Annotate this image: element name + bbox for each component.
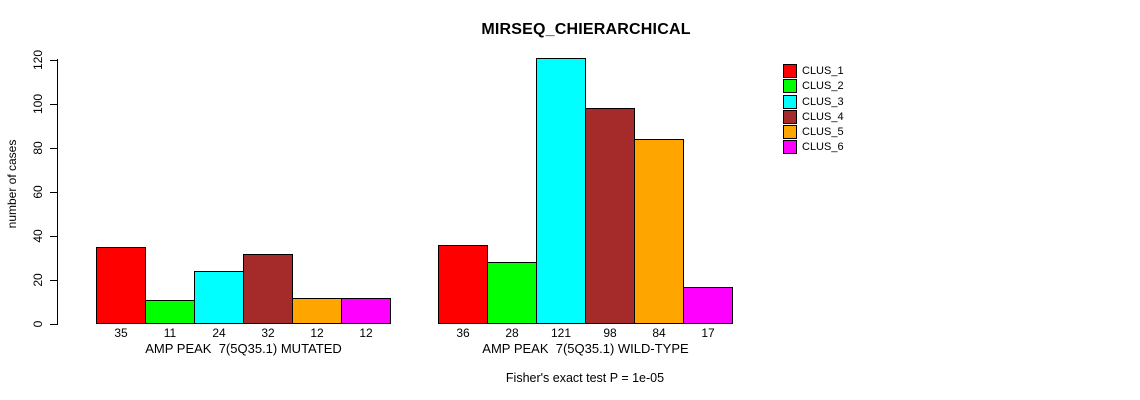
legend: CLUS_1 CLUS_2 CLUS_3 CLUS_4 CLUS_5 CLUS_6: [783, 64, 844, 155]
bar-value-label: 98: [603, 326, 617, 340]
bar-clus_2-group1: [145, 300, 195, 324]
footer-annotation: Fisher's exact test P = 1e-05: [505, 371, 665, 385]
y-tick: [50, 235, 57, 237]
bar-clus_6-group1: [341, 298, 391, 324]
x-category-label: AMP PEAK 7(5Q35.1) MUTATED: [145, 341, 342, 356]
bar-clus_3-group2: [536, 58, 586, 324]
bar-clus_1-group1: [96, 247, 146, 324]
chart-title: MIRSEQ_CHIERARCHICAL: [481, 21, 691, 38]
legend-swatch: [783, 94, 797, 109]
y-tick-label: 120: [31, 49, 45, 71]
y-tick-label: 80: [31, 141, 45, 155]
y-tick-label: 60: [31, 185, 45, 199]
bar-value-label: 24: [212, 326, 226, 340]
bar-clus_2-group2: [487, 262, 537, 324]
legend-item-clus_2: CLUS_2: [783, 79, 844, 94]
bar-value-label: 84: [652, 326, 666, 340]
legend-swatch: [783, 79, 797, 94]
y-tick: [50, 147, 57, 149]
bar-clus_4-group1: [243, 254, 293, 324]
y-tick: [50, 103, 57, 105]
legend-item-clus_3: CLUS_3: [783, 94, 844, 109]
legend-label: CLUS_4: [802, 110, 844, 123]
y-tick-label: 0: [31, 320, 45, 328]
legend-item-clus_1: CLUS_1: [783, 64, 844, 78]
legend-item-clus_6: CLUS_6: [783, 140, 844, 155]
legend-swatch: [783, 109, 797, 124]
legend-label: CLUS_6: [802, 141, 844, 154]
legend-item-clus_5: CLUS_5: [783, 125, 844, 140]
bar-value-label: 35: [114, 326, 128, 340]
bar-value-label: 121: [550, 326, 572, 340]
legend-swatch: [783, 125, 797, 140]
legend-label: CLUS_3: [802, 95, 844, 108]
y-tick: [50, 279, 57, 281]
legend-swatch: [783, 140, 797, 155]
bar-value-label: 12: [359, 326, 373, 340]
bar-value-label: 28: [505, 326, 519, 340]
bar-value-label: 11: [163, 326, 177, 340]
bar-value-label: 12: [310, 326, 324, 340]
legend-label: CLUS_1: [802, 65, 844, 77]
legend-label: CLUS_2: [802, 80, 844, 93]
y-tick: [50, 323, 57, 325]
bar-clus_3-group1: [194, 271, 244, 324]
y-axis-line: [57, 59, 58, 325]
legend-label: CLUS_5: [802, 126, 844, 139]
bar-value-label: 36: [456, 326, 470, 340]
bar-clus_5-group2: [634, 139, 684, 324]
bar-clus_6-group2: [683, 287, 733, 324]
x-category-label: AMP PEAK 7(5Q35.1) WILD-TYPE: [482, 341, 689, 356]
bar-value-label: 32: [261, 326, 275, 340]
y-tick-label: 100: [31, 93, 45, 115]
legend-swatch: [783, 64, 797, 78]
bar-clus_1-group2: [438, 245, 488, 324]
y-tick-label: 40: [31, 229, 45, 243]
y-tick: [50, 59, 57, 61]
legend-item-clus_4: CLUS_4: [783, 109, 844, 124]
bar-clus_4-group2: [585, 108, 635, 324]
y-tick-label: 20: [31, 273, 45, 287]
y-tick: [50, 191, 57, 193]
bar-clus_5-group1: [292, 298, 342, 324]
bar-value-label: 17: [701, 326, 715, 340]
